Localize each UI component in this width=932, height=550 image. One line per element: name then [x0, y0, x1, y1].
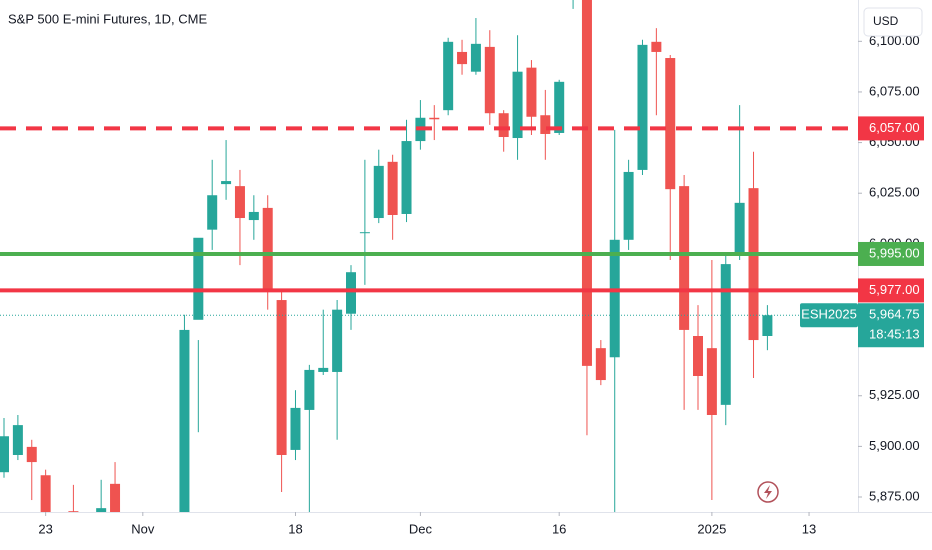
candle-body: [359, 232, 370, 234]
candle-body: [637, 44, 648, 170]
candle-body: [429, 117, 440, 120]
y-tick-label: 5,900.00: [869, 438, 920, 453]
candle-body: [304, 369, 315, 410]
candle-body: [526, 67, 537, 117]
candle-body: [595, 348, 606, 381]
candle-body: [68, 511, 79, 512]
candle-body: [387, 161, 398, 215]
candle-body: [373, 165, 384, 219]
last-price-label: 5,964.75: [869, 307, 920, 322]
candle-body: [40, 475, 51, 512]
level-label: 5,977.00: [869, 282, 920, 297]
candle-body: [484, 46, 495, 114]
chart-title: S&P 500 E-mini Futures, 1D, CME: [8, 11, 207, 26]
candle-body: [762, 315, 773, 336]
y-tick-label: 5,875.00: [869, 488, 920, 503]
candle-body: [734, 202, 745, 256]
candle-body: [401, 141, 412, 214]
candle-body: [470, 43, 481, 72]
candle-body: [693, 336, 703, 376]
candle-body: [318, 367, 329, 372]
candle-body: [290, 407, 301, 450]
candle-body: [0, 436, 9, 473]
candle-body: [609, 239, 620, 358]
countdown-label: 18:45:13: [869, 327, 920, 342]
candle-body: [498, 113, 509, 138]
x-tick-label: 13: [802, 521, 816, 536]
candle-body: [679, 186, 690, 330]
candle-body: [512, 71, 523, 139]
candle-body: [26, 446, 37, 463]
candle-body: [581, 0, 592, 366]
candle-body: [332, 309, 343, 372]
x-tick-label: 16: [552, 521, 566, 536]
currency-button[interactable]: [863, 7, 923, 37]
level-label-box: [858, 116, 924, 141]
y-tick-label: 6,075.00: [869, 83, 920, 98]
level-label: 5,995.00: [869, 245, 920, 260]
x-tick-label: 23: [38, 521, 52, 536]
level-label: 6,057.00: [869, 120, 920, 135]
x-tick-label: 18: [288, 521, 302, 536]
candle-body: [748, 188, 759, 341]
candle-body: [179, 329, 190, 512]
candle-body: [443, 41, 454, 111]
candle-body: [457, 51, 468, 65]
symbol-label: ESH2025: [801, 307, 857, 322]
level-label-box: [858, 241, 924, 266]
alert-icon[interactable]: [757, 481, 779, 503]
candle-body: [12, 425, 23, 455]
x-tick-label: Nov: [131, 521, 155, 536]
candle-body: [720, 264, 731, 405]
candle-body: [346, 272, 356, 314]
candle-body: [207, 195, 218, 230]
x-tick-label: 2025: [697, 521, 726, 536]
candle-body: [234, 186, 245, 219]
level-label-box: [858, 278, 924, 303]
candle-body: [221, 181, 232, 185]
plot-area: [0, 0, 858, 512]
price-labels: 6,057.00 5,995.00 5,977.00 ESH2025 5,964.75 1…: [800, 116, 924, 348]
candle-body: [193, 237, 204, 320]
currency-label[interactable]: USD: [873, 14, 899, 28]
candle-body: [248, 211, 259, 221]
candle-body: [96, 508, 107, 512]
candle-body: [110, 483, 121, 512]
y-tick-label: 5,925.00: [869, 387, 920, 402]
x-tick-label: Dec: [409, 521, 433, 536]
last-price-box: [858, 303, 924, 348]
symbol-box: [800, 303, 858, 328]
y-tick-label: 6,100.00: [869, 33, 920, 48]
candle-body: [540, 115, 551, 134]
candle-body: [276, 300, 287, 455]
candle-body: [623, 171, 634, 240]
candle-body: [554, 81, 565, 133]
y-tick-label: 6,025.00: [869, 185, 920, 200]
candle-body: [665, 58, 676, 190]
candle-body: [262, 207, 273, 290]
candle-body: [706, 348, 717, 415]
candle-body: [651, 41, 662, 52]
